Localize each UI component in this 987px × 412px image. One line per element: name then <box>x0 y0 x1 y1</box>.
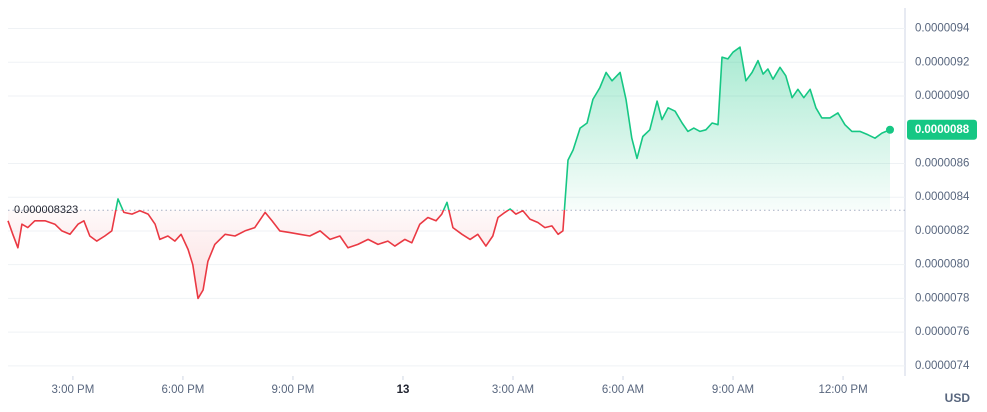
y-tick-label: 0.0000084 <box>915 191 970 203</box>
x-tick-label: 3:00 PM <box>51 384 94 396</box>
y-tick-label: 0.0000094 <box>915 23 970 35</box>
x-tick-label: 6:00 PM <box>162 384 205 396</box>
x-tick-label: 9:00 AM <box>712 384 754 396</box>
last-price-label: 0.0000088 <box>915 124 970 136</box>
price-area <box>8 47 890 299</box>
x-tick-label: 6:00 AM <box>602 384 644 396</box>
y-tick-label: 0.0000076 <box>915 326 969 338</box>
baseline-label: 0.000008323 <box>14 204 78 216</box>
x-tick-label: 9:00 PM <box>272 384 315 396</box>
y-tick-label: 0.0000074 <box>915 360 970 372</box>
y-tick-label: 0.0000092 <box>915 56 969 68</box>
y-tick-label: 0.0000082 <box>915 225 969 237</box>
last-price-dot <box>886 125 894 134</box>
y-tick-label: 0.0000078 <box>915 292 969 304</box>
y-tick-label: 0.0000090 <box>915 90 969 102</box>
price-line <box>7 46 891 300</box>
x-tick-label: 13 <box>397 384 410 396</box>
y-tick-label: 0.0000080 <box>915 259 969 271</box>
last-price-badge <box>907 119 977 140</box>
currency-label: USD <box>945 391 971 405</box>
x-tick-label: 12:00 PM <box>818 384 867 396</box>
y-tick-label: 0.0000086 <box>915 158 969 170</box>
x-tick-label: 3:00 AM <box>492 384 534 396</box>
